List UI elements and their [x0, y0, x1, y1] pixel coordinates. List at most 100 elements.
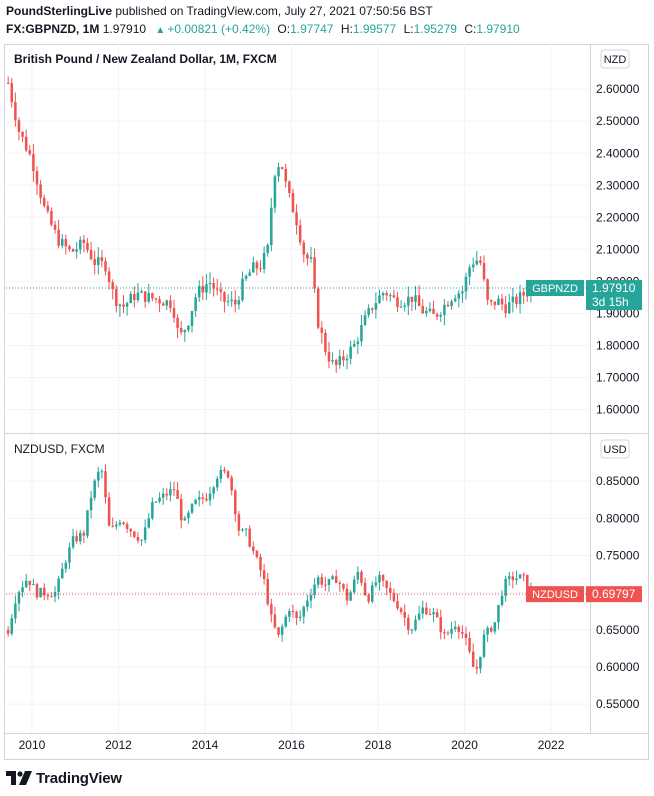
candle [14, 595, 17, 624]
candle-body [223, 292, 226, 302]
candle-body [46, 595, 50, 597]
candle [129, 528, 132, 538]
candle [443, 628, 446, 640]
candle [219, 282, 223, 302]
candle-body [295, 611, 298, 619]
candle-body [248, 272, 251, 276]
candle [446, 300, 450, 308]
candle [515, 570, 518, 585]
candle-body [183, 518, 187, 521]
candle-body [39, 184, 42, 198]
candle-body [169, 300, 172, 309]
publisher-name[interactable]: PoundSterlingLive [6, 4, 113, 18]
candle [471, 257, 475, 273]
candle-body [435, 313, 439, 317]
candle [35, 166, 39, 195]
candle-body [125, 524, 129, 529]
candle-body [432, 612, 435, 615]
candle-body [60, 568, 64, 579]
candle-body [345, 588, 349, 601]
candle [223, 466, 226, 474]
candle-body [104, 471, 107, 498]
candle-body [161, 303, 165, 306]
candle-body [428, 308, 432, 311]
candle [374, 292, 378, 319]
candle [324, 329, 327, 356]
candle [515, 293, 518, 309]
candle [316, 286, 320, 330]
candle-body [205, 284, 208, 293]
candle [64, 560, 68, 573]
candle [237, 510, 241, 537]
candle-body [100, 257, 104, 262]
candle-body [154, 298, 158, 300]
candle [183, 515, 187, 521]
candle-body [215, 288, 219, 290]
candle [284, 163, 288, 188]
candle [378, 289, 381, 304]
candle-body [374, 582, 378, 586]
pane-2[interactable]: 0.550000.600000.650000.700000.750000.800… [6, 434, 642, 733]
y-tick-label: 0.55000 [596, 697, 640, 711]
candle-body [428, 614, 432, 616]
candle-body [154, 501, 158, 503]
pane-1[interactable]: 1.600001.700001.800001.900002.000002.100… [6, 44, 642, 433]
candle [403, 604, 406, 626]
candle-body [471, 651, 475, 667]
published-on: published on TradingView.com, July 27, 2… [115, 4, 433, 18]
currency-badge[interactable] [600, 49, 630, 69]
candle-body [526, 574, 529, 590]
candle [309, 246, 313, 263]
last-price-tag-text: 0.69797 [592, 587, 636, 601]
candle-body [515, 578, 518, 581]
candle [194, 498, 197, 505]
candle [133, 530, 136, 539]
candle-body [464, 276, 468, 292]
y-tick-label: 0.80000 [596, 511, 640, 525]
time-axis[interactable]: 2010 2012 2014 2016 2018 2020 2022 [5, 733, 648, 753]
candle [241, 527, 244, 532]
candle-body [107, 271, 111, 283]
tradingview-logo[interactable]: TradingView [6, 768, 122, 788]
candle-body [201, 286, 205, 293]
symbol-name-tag-text: GBPNZD [532, 283, 578, 295]
y-tick-label: 0.60000 [596, 660, 640, 674]
candle-body [75, 536, 78, 542]
candle-body [122, 304, 125, 307]
candle-body [176, 317, 179, 329]
candle-body [389, 295, 392, 297]
candle-body [143, 291, 147, 302]
candle-body [35, 171, 39, 185]
x-tick-label: 2016 [278, 738, 305, 752]
chart-frame [4, 44, 649, 760]
candle-body [371, 585, 374, 602]
candle [273, 174, 277, 213]
open-value: 1.97747 [290, 22, 334, 36]
candle [262, 246, 266, 274]
candle-body [273, 176, 277, 208]
candle-body [219, 289, 223, 293]
candle-body [75, 249, 78, 252]
candle [53, 220, 57, 234]
candle [489, 299, 493, 306]
symbol-name-tag-text: NZDUSD [532, 589, 578, 601]
candle-body [446, 632, 450, 634]
currency-badge-label[interactable]: NZD [604, 54, 627, 66]
candle [493, 301, 497, 310]
currency-badge-label[interactable]: USD [603, 444, 626, 456]
candle [215, 278, 219, 296]
candle [183, 329, 187, 342]
candle [129, 291, 132, 304]
candle [414, 285, 417, 311]
candle [143, 519, 147, 544]
candle [64, 234, 68, 255]
candle [313, 248, 316, 293]
currency-badge[interactable] [600, 439, 630, 459]
candle-body [378, 295, 381, 304]
candle-body [115, 288, 118, 307]
candle-body [32, 584, 35, 586]
candle [248, 268, 251, 277]
candle-body [403, 305, 406, 307]
candle [518, 284, 522, 314]
